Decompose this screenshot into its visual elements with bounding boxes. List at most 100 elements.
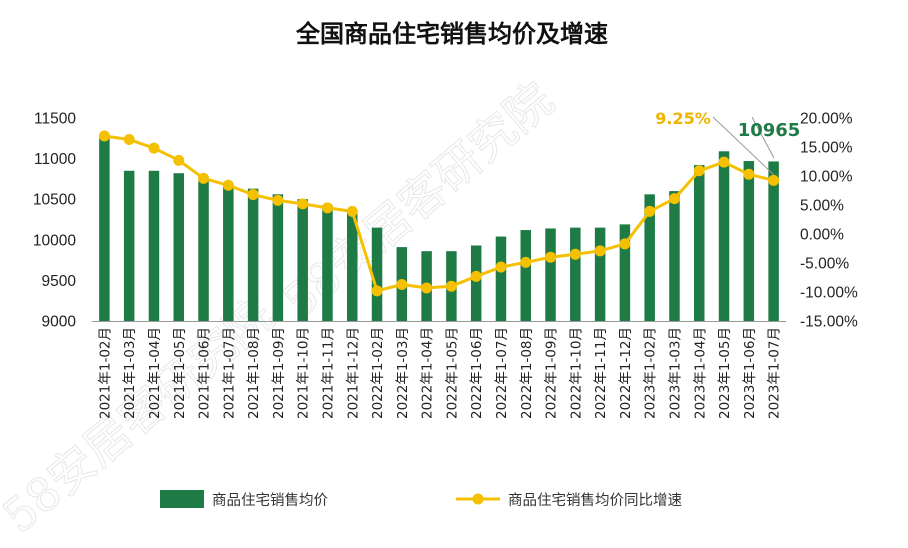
x-tick-label: 2023年1-05月 [717, 327, 733, 419]
y-left-tick-label: 10000 [33, 232, 76, 249]
growth-point [768, 174, 780, 186]
growth-point [445, 280, 457, 292]
price-label-leader [751, 116, 775, 159]
growth-point [495, 261, 507, 273]
x-axis: 2021年1-02月 2021年1-03月 2021年1-04月 2021年1-05月… [92, 321, 786, 419]
watermark-center: 58安居客研究院 [272, 72, 563, 328]
growth-point [693, 165, 705, 177]
x-tick-label: 2021年1-05月 [172, 327, 188, 419]
legend-bar-swatch [160, 490, 204, 508]
x-tick-label: 2021年1-09月 [271, 327, 287, 419]
x-tick-label: 2022年1-10月 [568, 327, 584, 419]
price-bar [223, 187, 234, 321]
growth-point [396, 278, 408, 290]
price-bar [371, 227, 383, 321]
y-right-tick-label: -15.00% [800, 314, 858, 331]
x-tick-label: 2021年1-08月 [246, 327, 262, 419]
chart-title: 全国商品住宅销售均价及增速 [295, 20, 608, 48]
growth-point [421, 282, 433, 294]
x-tick-label: 2021年1-07月 [221, 327, 237, 419]
y-left-tick-label: 10500 [33, 192, 76, 209]
price-bar [743, 161, 755, 321]
price-bar [123, 170, 135, 321]
growth-point [98, 130, 110, 142]
x-tick-label: 2021年1-03月 [122, 327, 138, 419]
price-bar [272, 194, 284, 321]
legend-line-marker [472, 493, 484, 505]
growth-point [619, 238, 631, 250]
price-bar [570, 227, 581, 321]
growth-point [148, 142, 160, 154]
y-right-tick-label: 15.00% [800, 140, 853, 157]
x-tick-label: 2023年1-06月 [742, 327, 758, 419]
y-left-tick-label: 11000 [34, 151, 76, 168]
growth-point [743, 168, 755, 180]
growth-point [321, 202, 333, 214]
x-tick-label: 2022年1-12月 [618, 327, 634, 419]
growth-point [346, 205, 358, 217]
legend-line-label: 商品住宅销售均价同比增速 [508, 492, 682, 509]
last-growth-label: 9.25% [655, 109, 711, 128]
price-bar [520, 230, 531, 321]
growth-point [718, 156, 730, 168]
growth-point [123, 133, 135, 145]
x-tick-label: 2023年1-07月 [767, 327, 783, 419]
x-tick-label: 2022年1-08月 [519, 327, 535, 419]
growth-point [594, 245, 606, 257]
line-series [98, 130, 780, 297]
growth-label-leader [712, 116, 775, 176]
y-right-tick-label: -10.00% [800, 285, 858, 302]
x-tick-label: 2021年1-02月 [97, 327, 113, 419]
x-tick-label: 2021年1-11月 [320, 327, 336, 419]
price-bar [297, 199, 308, 321]
x-tick-label: 2023年1-02月 [643, 327, 659, 419]
x-tick-label: 2023年1-03月 [667, 327, 683, 419]
price-bar [495, 236, 507, 321]
price-bar [619, 224, 631, 321]
price-bar [247, 188, 259, 321]
price-bar [470, 245, 482, 321]
growth-point [668, 193, 680, 205]
growth-point [198, 172, 210, 184]
x-tick-label: 2022年1-04月 [420, 327, 436, 419]
price-bar [322, 204, 333, 321]
growth-point [371, 285, 383, 297]
growth-point [222, 179, 234, 191]
growth-point [470, 270, 482, 282]
growth-line [104, 134, 774, 293]
y-left-tick-label: 9000 [42, 314, 77, 331]
price-bar [148, 170, 160, 321]
y-left-tick-label: 11500 [34, 111, 76, 128]
x-tick-label: 2023年1-04月 [692, 327, 708, 419]
y-left-tick-label: 9500 [42, 273, 77, 290]
growth-point [569, 248, 581, 260]
y-right-tick-label: 10.00% [800, 169, 853, 186]
price-bar [198, 180, 209, 321]
y-left-axis: 9000 9500 10000 10500 11000 11500 [33, 111, 76, 331]
y-right-tick-label: -5.00% [800, 256, 849, 273]
growth-point [173, 154, 185, 166]
growth-point [247, 189, 259, 201]
y-right-tick-label: 0.00% [800, 227, 844, 244]
legend-bar-label: 商品住宅销售均价 [212, 492, 328, 509]
x-tick-label: 2022年1-05月 [444, 327, 460, 419]
x-tick-label: 2021年1-04月 [147, 327, 163, 419]
growth-point [644, 205, 656, 217]
price-bar [99, 138, 110, 321]
legend: 商品住宅销售均价 商品住宅销售均价同比增速 [160, 490, 682, 509]
x-tick-label: 2022年1-07月 [494, 327, 510, 419]
x-tick-label: 2021年1-12月 [345, 327, 361, 419]
price-bar [545, 228, 556, 321]
x-tick-label: 2022年1-02月 [370, 327, 386, 419]
last-price-label: 10965 [738, 120, 801, 141]
annotations: 9.25% 10965 [655, 109, 801, 176]
y-right-axis: -15.00% -10.00% -5.00% 0.00% 5.00% 10.00% 15.0… [800, 111, 858, 331]
price-bar [173, 173, 184, 321]
y-right-tick-label: 20.00% [800, 111, 853, 128]
growth-point [272, 194, 284, 206]
x-tick-label: 2021年1-06月 [197, 327, 213, 419]
x-tick-label: 2022年1-06月 [469, 327, 485, 419]
growth-point [545, 251, 557, 263]
y-right-tick-label: 5.00% [800, 198, 844, 215]
